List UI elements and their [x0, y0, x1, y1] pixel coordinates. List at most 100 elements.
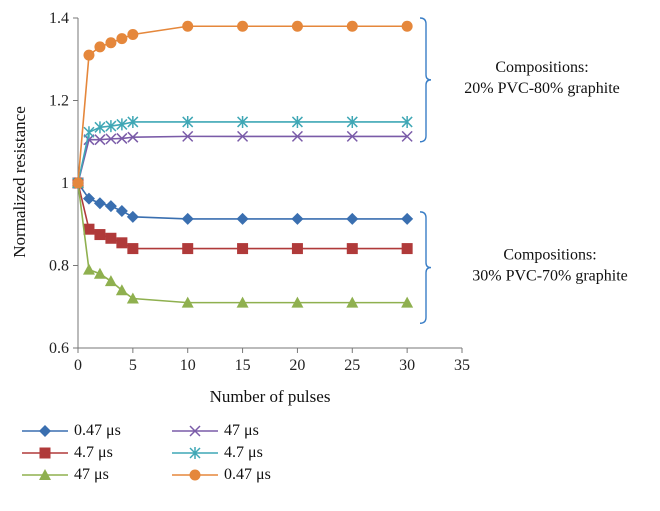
legend-marker — [189, 425, 201, 437]
data-point-circle — [83, 49, 95, 61]
data-point-circle — [182, 20, 194, 32]
data-point-triangle — [346, 296, 359, 308]
data-point-triangle — [115, 284, 128, 296]
data-point-square — [127, 243, 139, 255]
data-point-circle — [291, 20, 303, 32]
line-chart: 0.6 0.8 1 1.2 1.4 0 5 10 15 20 25 30 35 Composition… — [10, 10, 628, 406]
annotations: Compositions: 20% PVC-80% graphite Composi… — [419, 17, 628, 324]
x-tick-label: 0 — [74, 357, 82, 374]
data-point-square — [83, 223, 95, 235]
y-tick-label: 0.8 — [49, 258, 69, 275]
data-point-star — [127, 115, 139, 128]
data-point-x — [291, 130, 303, 142]
series-1 — [72, 177, 414, 225]
legend-label: 0.47 μs — [74, 422, 121, 439]
annotation-text: 20% PVC-80% graphite — [464, 80, 620, 97]
bracket — [419, 211, 432, 324]
legend-marker — [39, 447, 51, 459]
data-point-square — [346, 243, 358, 255]
data-point-triangle — [181, 296, 194, 308]
data-point-star — [182, 115, 194, 128]
legend-marker — [189, 447, 201, 459]
data-point-square — [291, 243, 303, 255]
x-tick-label: 15 — [235, 357, 251, 374]
data-point-x — [237, 130, 249, 142]
data-point-x — [346, 130, 358, 142]
data-point-star — [346, 115, 358, 128]
y-tick-label: 0.6 — [49, 340, 69, 357]
data-point-diamond — [291, 212, 304, 225]
legend-label: 47 μs — [224, 422, 259, 439]
data-point-diamond — [236, 212, 249, 225]
data-point-star — [401, 115, 413, 128]
y-axis-title: Normalized resistance — [10, 106, 29, 258]
data-point-star — [116, 118, 128, 131]
x-tick-label: 10 — [180, 357, 196, 374]
x-tick-labels: 0 5 10 15 20 25 30 35 — [74, 357, 470, 374]
data-point-circle — [116, 33, 128, 45]
data-point-square — [237, 243, 249, 255]
legend-marker — [39, 425, 51, 437]
data-point-diamond — [126, 210, 139, 223]
series-group — [72, 20, 414, 308]
annotation-2: Compositions: 30% PVC-70% graphite — [419, 211, 628, 324]
circle-icon — [172, 469, 218, 481]
data-point-star — [291, 115, 303, 128]
data-point-star — [83, 126, 95, 139]
legend-marker — [189, 469, 201, 481]
y-tick-labels: 0.6 0.8 1 1.2 1.4 — [49, 10, 69, 357]
legend-label: 47 μs — [74, 466, 109, 483]
series-line — [77, 121, 408, 184]
data-point-circle — [346, 20, 358, 32]
series-3 — [72, 177, 414, 308]
triangle-icon — [22, 469, 68, 480]
data-point-star — [237, 115, 249, 128]
x-icon — [172, 425, 218, 437]
data-point-x — [94, 134, 106, 146]
legend-label: 4.7 μs — [224, 444, 263, 461]
series-4 — [72, 130, 413, 189]
data-point-square — [94, 229, 106, 241]
data-point-diamond — [401, 212, 414, 225]
annotation-text: 30% PVC-70% graphite — [472, 268, 628, 285]
legend: 0.47 μs 4.7 μs 47 μs 47 μs 4.7 μs 0.47 μs — [20, 420, 360, 506]
data-point-x — [182, 130, 194, 142]
data-point-diamond — [104, 200, 117, 213]
data-point-circle — [94, 41, 106, 53]
data-point-x — [116, 132, 128, 144]
data-point-triangle — [291, 296, 304, 308]
data-point-star — [105, 120, 117, 133]
x-tick-label: 5 — [129, 357, 137, 374]
data-point-star — [94, 121, 106, 134]
legend-label: 4.7 μs — [74, 444, 113, 461]
legend-marker — [39, 469, 51, 480]
square-icon — [22, 447, 68, 459]
data-point-diamond — [346, 212, 359, 225]
legend-label: 0.47 μs — [224, 466, 271, 483]
x-tick-label: 20 — [289, 357, 305, 374]
data-point-square — [401, 243, 413, 255]
data-point-diamond — [82, 192, 95, 205]
data-point-circle — [401, 20, 413, 32]
data-point-circle — [127, 29, 139, 40]
data-point-diamond — [181, 212, 194, 225]
y-tick-label: 1.2 — [49, 93, 69, 110]
legend-item: 0.47 μs — [170, 464, 271, 486]
data-point-triangle — [126, 292, 139, 304]
diamond-icon — [22, 425, 68, 437]
series-5 — [72, 115, 413, 189]
data-point-triangle — [93, 267, 106, 279]
series-line — [77, 25, 408, 184]
data-point-x — [127, 131, 139, 143]
data-point-square — [182, 243, 194, 255]
y-tick-label: 1.4 — [49, 10, 69, 27]
annotation-text: Compositions: — [503, 247, 596, 264]
data-point-square — [116, 237, 128, 249]
data-point-circle — [237, 20, 249, 32]
data-point-triangle — [82, 263, 95, 275]
series-6 — [72, 20, 413, 189]
data-point-circle — [105, 37, 117, 49]
data-point-diamond — [115, 205, 128, 218]
legend-item: 47 μs — [170, 420, 259, 442]
x-axis-title: Number of pulses — [210, 387, 331, 406]
